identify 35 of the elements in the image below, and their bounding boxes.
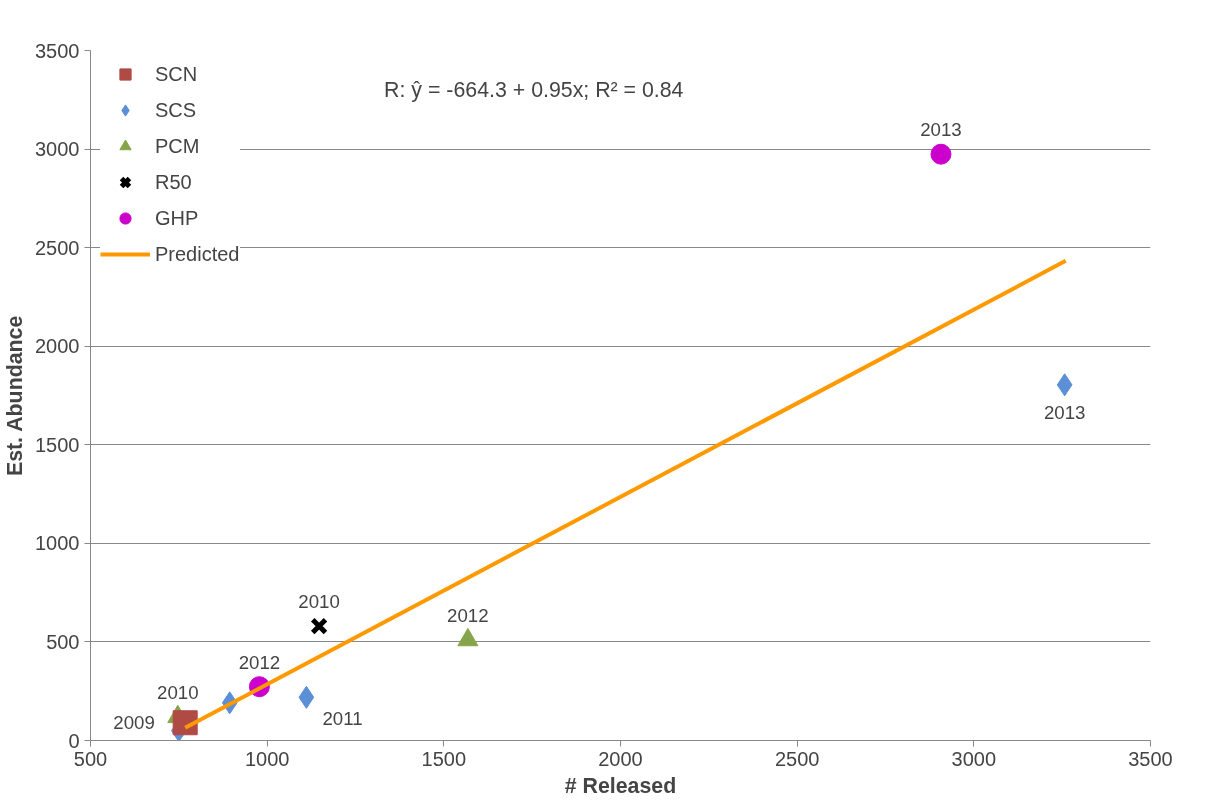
y-tick-label: 1000 — [35, 532, 80, 555]
x-tick-label: 1500 — [421, 747, 467, 770]
point — [172, 710, 198, 736]
annotation: 2011 — [322, 708, 363, 730]
y-tick-label: 500 — [46, 630, 80, 653]
legend-label: GHP — [155, 206, 199, 230]
x-axis-title: # Released — [564, 773, 677, 798]
y-tick-label: 3500 — [35, 39, 80, 62]
annotation: 2012 — [238, 651, 281, 673]
point — [298, 685, 315, 709]
y-tick-label: 2000 — [35, 335, 80, 358]
annotation: 2013 — [920, 119, 962, 141]
x-tick-label: 3000 — [951, 747, 997, 770]
legend-label: Predicted — [155, 242, 240, 266]
x-tick-label: 3500 — [1128, 747, 1173, 770]
annotation: 2009 — [113, 711, 155, 733]
y-axis-title: Est. Abundance — [3, 315, 28, 477]
x-tick-label: 2500 — [774, 747, 820, 770]
annotation: R: ŷ = -664.3 + 0.95x; R² = 0.84 — [384, 77, 684, 102]
annotation: 2012 — [447, 604, 489, 626]
y-tick-label: 1500 — [35, 433, 80, 456]
legend-label: SCS — [155, 98, 197, 122]
annotation: 2010 — [298, 591, 340, 613]
annotation: 2010 — [157, 681, 199, 703]
annotation: 2013 — [1043, 401, 1086, 423]
x-tick-label: 2000 — [598, 747, 643, 770]
point — [310, 617, 328, 636]
point — [1056, 373, 1073, 397]
y-tick-label: 3000 — [35, 138, 80, 161]
y-tick-label: 2500 — [35, 236, 80, 259]
legend-label: SCN — [155, 62, 198, 86]
legend-label: R50 — [155, 170, 192, 194]
point — [930, 143, 952, 165]
x-tick-label: 1000 — [244, 747, 290, 770]
legend-label: PCM — [155, 134, 200, 158]
